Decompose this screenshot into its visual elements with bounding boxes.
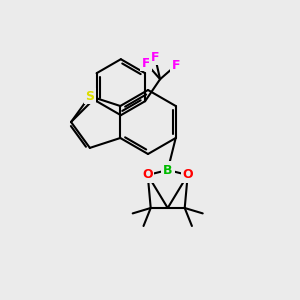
Text: F: F bbox=[151, 51, 159, 64]
Text: S: S bbox=[85, 90, 94, 103]
Text: B: B bbox=[163, 164, 172, 176]
Text: O: O bbox=[182, 169, 193, 182]
Text: O: O bbox=[142, 169, 153, 182]
Text: F: F bbox=[172, 59, 180, 72]
Text: F: F bbox=[142, 57, 150, 70]
